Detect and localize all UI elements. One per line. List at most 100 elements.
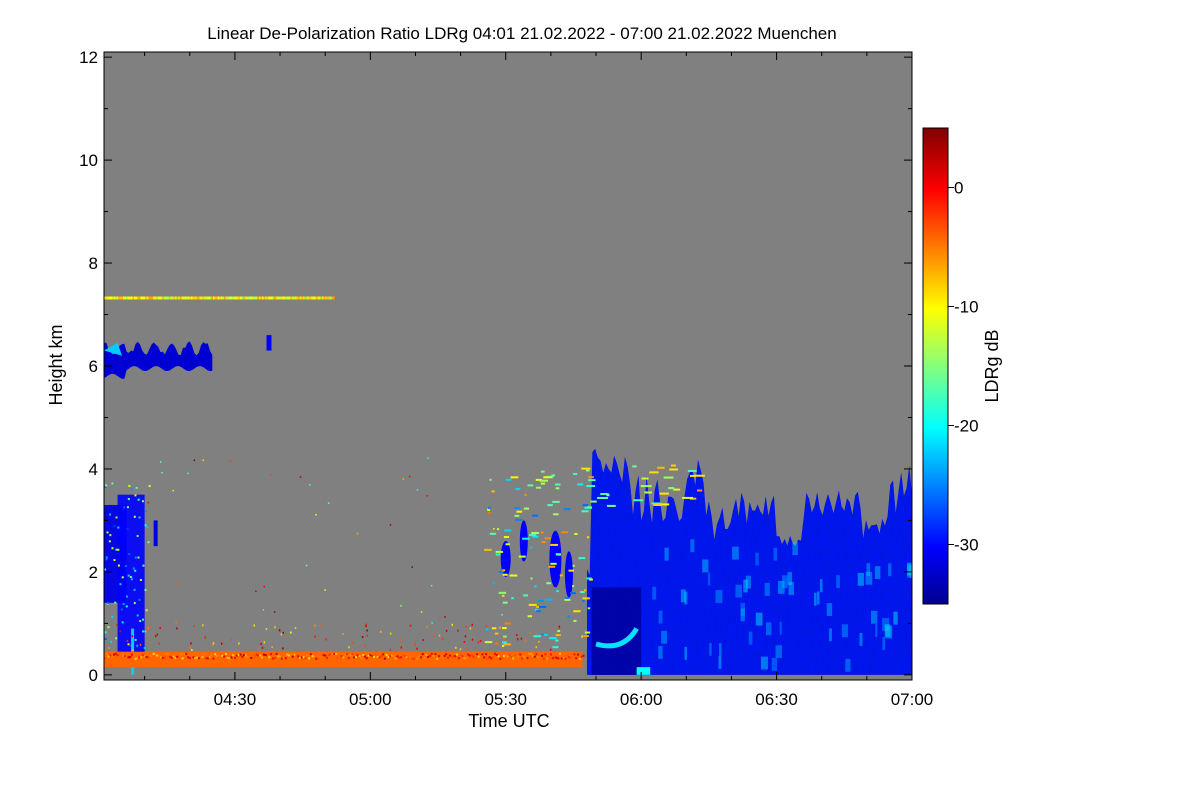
mid-speck [484,641,493,644]
early-cloud-speck [115,516,118,519]
cloud-streak [816,591,820,605]
cloud-streak [707,572,711,586]
early-cloud-speck [123,506,126,509]
thin-layer-dot [184,296,187,300]
mid-speck [546,582,552,585]
mid-speck [556,590,559,593]
mid-speck [495,553,501,556]
surface-speck-upper [342,633,344,636]
surface-speck [573,653,576,656]
surface-speck [445,653,448,656]
mid-speck [551,474,556,477]
surface-speck [409,656,412,659]
mid-speck [555,487,560,490]
surface-speck [149,655,152,658]
y-tick-label: 0 [89,666,98,685]
thin-layer-dot [219,296,222,300]
early-cloud-speck [147,541,150,544]
surface-speck [185,652,188,655]
thin-layer-dot [209,296,212,300]
surface-speck [481,653,484,656]
colorbar-tick-label: 0 [954,179,963,198]
surface-speck [181,657,184,660]
cloud-streak [884,624,891,637]
mid-speck [561,531,569,534]
mid-speck [579,591,585,594]
surface-speck [385,654,388,657]
surface-speck-upper [364,644,366,647]
cloud-streak [788,582,794,595]
early-cloud-speck [119,583,122,586]
thin-layer-dot [273,296,275,300]
mid-speck [496,528,500,531]
cloud-streak [715,590,723,603]
scatter-point [444,616,446,618]
surface-speck [190,655,193,658]
thin-layer-dot [269,296,272,300]
cloud-top-speck [581,467,591,470]
cloud-streak [680,589,686,603]
mid-speck [514,514,520,517]
mid-speck [552,646,559,649]
surface-speck [299,656,302,659]
surface-speck-upper [146,629,148,632]
early-cloud-speck [122,603,125,606]
thin-layer-dot [244,296,247,300]
early-cloud-speck [142,564,145,567]
surface-speck [575,657,578,660]
mid-speck [528,603,537,606]
surface-speck [522,655,525,658]
thin-layer-dot [310,296,313,300]
thin-layer-dot [261,296,264,300]
scatter-point [202,459,205,462]
early-cloud-speck [136,534,139,537]
surface-speck [313,655,316,658]
early-cloud-speck [104,638,107,641]
surface-speck [484,653,487,656]
scatter-point [193,459,196,462]
scatter-point [400,605,402,607]
surface-speck [170,656,173,659]
surface-speck [349,654,352,657]
surface-speck [165,652,168,655]
early-cloud-speck [134,569,137,572]
early-cloud-speck [107,626,110,629]
plot-area [104,52,912,680]
early-cloud-speck [111,482,114,485]
surface-speck [331,653,334,656]
mid-speck [503,535,510,538]
y-tick-label: 10 [79,151,98,170]
thin-layer-dot [130,296,133,300]
surface-speck [315,657,318,660]
surface-speck [526,657,529,660]
thin-layer-dot [225,296,228,300]
surface-speck-upper [379,630,382,633]
surface-speck [423,656,426,659]
thin-layer-dot [252,296,255,300]
mid-speck [582,597,590,600]
mid-speck [586,577,592,580]
surface-speck-upper [451,623,453,626]
cloud-streak [866,563,871,577]
surface-speck [340,655,343,658]
thin-layer-dot [298,296,301,300]
thin-layer-dot [241,296,244,300]
early-cloud-speck [133,588,136,591]
surface-speck [217,655,220,658]
surface-speck [441,655,444,658]
surface-speck [474,656,477,659]
mid-speck [554,483,561,486]
surface-speck [396,655,399,658]
surface-speck-upper [159,626,161,629]
surface-speck-upper [314,624,316,627]
early-cloud-speck [121,621,124,624]
cloud-streak [777,580,785,594]
mid-speck [555,634,561,637]
early-cloud-speck [127,574,130,577]
scatter-point [427,457,429,460]
mid-cloud [564,551,573,598]
scatter-point [305,564,308,567]
cloud-top-speck [659,492,669,495]
surface-speck-upper [445,629,448,632]
